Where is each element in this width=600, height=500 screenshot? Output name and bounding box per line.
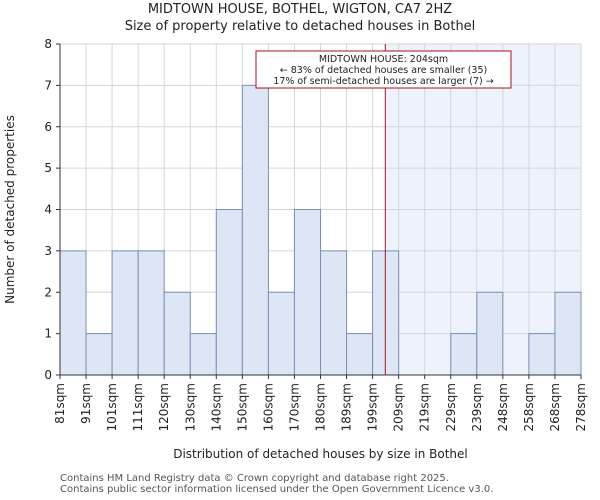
licence-notice: Contains public sector information licen… [60, 484, 494, 495]
x-tick-label: 150sqm [235, 383, 249, 431]
bar [450, 333, 478, 376]
x-tick-label: 180sqm [314, 383, 328, 431]
x-tick-label: 130sqm [183, 383, 197, 431]
x-tick-label: 248sqm [496, 383, 510, 431]
bar [293, 209, 322, 376]
y-tick-label: 7 [44, 78, 52, 92]
bar [476, 291, 504, 376]
y-tick-label: 4 [44, 203, 52, 217]
bar [267, 291, 295, 376]
y-tick-label: 6 [44, 120, 52, 134]
x-tick-label: 91sqm [79, 383, 93, 424]
chart-subtitle: Size of property relative to detached ho… [124, 19, 476, 34]
bar [163, 291, 191, 376]
bar [346, 333, 374, 376]
y-tick-label: 0 [44, 368, 52, 382]
x-tick-label: 81sqm [53, 383, 67, 424]
annotation-text: MIDTOWN HOUSE: 204sqm [319, 54, 448, 65]
annotation-text: ← 83% of detached houses are smaller (35… [280, 65, 487, 76]
bar [554, 291, 582, 376]
y-tick-label: 2 [44, 285, 52, 299]
bar [189, 333, 217, 376]
bar [85, 333, 113, 376]
x-tick-label: 219sqm [418, 383, 432, 431]
x-tick-label: 209sqm [392, 383, 406, 431]
x-tick-label: 111sqm [131, 383, 145, 431]
bar [59, 250, 87, 376]
bar [528, 333, 556, 376]
y-tick-label: 5 [44, 161, 52, 175]
x-tick-label: 199sqm [366, 383, 380, 431]
x-axis-label: Distribution of detached houses by size … [173, 447, 468, 461]
y-tick-label: 8 [44, 37, 52, 51]
bar [320, 250, 348, 376]
bar [241, 84, 269, 376]
x-tick-label: 229sqm [444, 383, 458, 431]
chart-title: MIDTOWN HOUSE, BOTHEL, WIGTON, CA7 2HZ [147, 2, 453, 17]
x-tick-label: 170sqm [287, 383, 301, 431]
x-tick-label: 258sqm [522, 383, 536, 431]
annotation-box [255, 50, 512, 89]
y-tick-label: 1 [44, 327, 52, 341]
y-tick-label: 3 [44, 244, 52, 258]
x-tick-label: 140sqm [209, 383, 223, 431]
x-tick-label: 120sqm [157, 383, 171, 431]
bar [137, 250, 165, 376]
x-tick-label: 101sqm [105, 383, 119, 431]
annotation-text: 17% of semi-detached houses are larger (… [273, 76, 493, 87]
x-tick-label: 268sqm [548, 383, 562, 431]
x-tick-label: 278sqm [574, 383, 588, 431]
x-tick-label: 239sqm [470, 383, 484, 431]
bar [215, 209, 243, 376]
copyright-notice: Contains HM Land Registry data © Crown c… [60, 473, 449, 484]
y-axis-label: Number of detached properties [3, 115, 17, 304]
x-tick-label: 189sqm [340, 383, 354, 431]
x-tick-label: 160sqm [261, 383, 275, 431]
bar [111, 250, 139, 376]
